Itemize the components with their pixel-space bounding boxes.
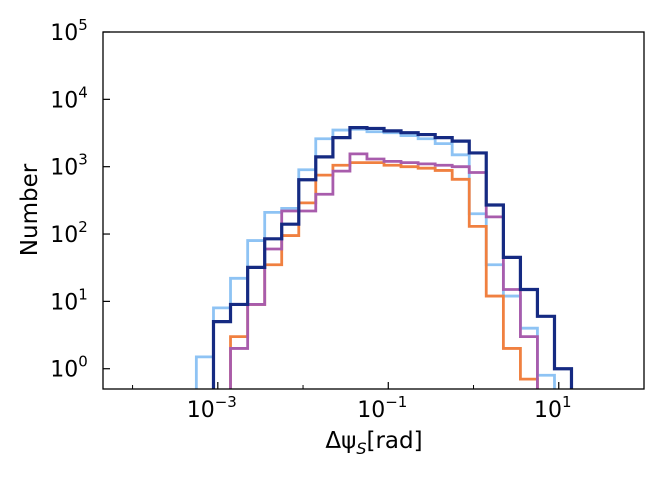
series-orange — [229, 161, 539, 389]
x-tick-label: 10−1 — [357, 393, 407, 423]
y-tick-label: 101 — [50, 285, 88, 315]
series-purple — [229, 152, 539, 389]
x-tick-label: 10−3 — [187, 393, 237, 423]
y-tick-label: 100 — [50, 353, 88, 383]
plot-frame — [102, 31, 645, 390]
series-navy — [211, 126, 574, 389]
y-tick-label: 104 — [50, 83, 88, 113]
y-tick-label: 103 — [50, 151, 88, 181]
y-tick-label: 102 — [50, 218, 88, 248]
x-tick-label: 101 — [534, 393, 572, 423]
x-axis-label: ΔψS[rad] — [325, 428, 422, 458]
series-light-blue — [194, 127, 556, 389]
y-tick-label: 105 — [50, 16, 88, 46]
y-axis-label: Number — [17, 163, 43, 256]
